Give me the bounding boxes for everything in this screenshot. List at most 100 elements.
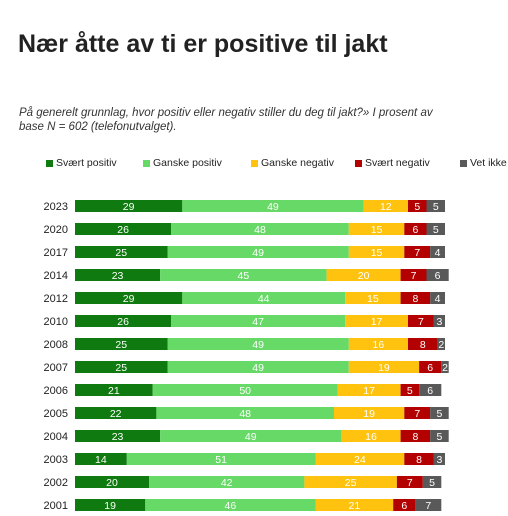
bar-segment xyxy=(75,407,157,419)
category-label: 2017 xyxy=(44,247,68,259)
bar-segment xyxy=(441,361,449,373)
data-label: 7 xyxy=(414,247,420,259)
data-label: 6 xyxy=(427,385,433,397)
category-label: 2023 xyxy=(44,201,68,213)
bar-segment xyxy=(430,430,449,442)
category-label: 2003 xyxy=(44,454,68,466)
data-label: 8 xyxy=(420,339,426,351)
bar-segment xyxy=(171,315,346,327)
data-label: 49 xyxy=(252,247,264,259)
bar-segment xyxy=(149,476,305,488)
data-label: 22 xyxy=(110,408,122,420)
data-label: 5 xyxy=(433,224,439,236)
data-label: 17 xyxy=(363,385,375,397)
bar-segment xyxy=(75,499,146,511)
data-label: 7 xyxy=(411,270,417,282)
legend-label: Ganske positiv xyxy=(153,157,222,169)
bar-segment xyxy=(415,499,442,511)
data-label: 44 xyxy=(258,293,270,305)
bar-segment xyxy=(433,315,445,327)
data-label: 7 xyxy=(414,408,420,420)
bar-segment xyxy=(326,269,401,281)
data-label: 29 xyxy=(123,293,135,305)
data-label: 19 xyxy=(363,408,375,420)
data-label: 23 xyxy=(112,431,124,443)
data-label: 23 xyxy=(112,270,124,282)
chart-title: Nær åtte av ti er positive til jakt xyxy=(18,30,388,58)
category-label: 2002 xyxy=(44,477,68,489)
bar-segment xyxy=(348,223,405,235)
bar-segment xyxy=(404,407,431,419)
data-label: 25 xyxy=(115,362,127,374)
data-label: 2 xyxy=(442,362,448,374)
bar-segment xyxy=(171,223,349,235)
bar-segment xyxy=(433,453,445,465)
data-label: 3 xyxy=(437,316,443,328)
data-label: 46 xyxy=(225,500,237,512)
bar-segment xyxy=(152,384,338,396)
data-label: 49 xyxy=(245,431,257,443)
category-label: 2014 xyxy=(44,270,68,282)
data-label: 26 xyxy=(117,224,129,236)
data-label: 25 xyxy=(345,477,357,489)
bar-segment xyxy=(315,453,405,465)
bar-segment xyxy=(75,223,172,235)
data-label: 25 xyxy=(115,247,127,259)
legend-swatch xyxy=(251,160,258,167)
data-label: 19 xyxy=(104,500,116,512)
bar-segment xyxy=(404,453,434,465)
bar-segment xyxy=(75,269,161,281)
bar-segment xyxy=(75,453,127,465)
bar-segment xyxy=(437,338,445,350)
data-label: 5 xyxy=(437,408,443,420)
data-label: 17 xyxy=(371,316,383,328)
data-label: 47 xyxy=(252,316,264,328)
data-label: 5 xyxy=(407,385,413,397)
bar-segment xyxy=(167,246,349,258)
bar-segment xyxy=(404,223,427,235)
data-label: 26 xyxy=(117,316,129,328)
data-label: 49 xyxy=(252,362,264,374)
data-label: 15 xyxy=(371,247,383,259)
data-label: 4 xyxy=(435,247,441,259)
bar-segment xyxy=(75,384,153,396)
data-label: 25 xyxy=(115,339,127,351)
data-label: 6 xyxy=(435,270,441,282)
category-label: 2020 xyxy=(44,224,68,236)
data-label: 20 xyxy=(358,270,370,282)
bar-segment xyxy=(348,246,405,258)
bar-segment xyxy=(426,200,445,212)
data-label: 5 xyxy=(433,201,439,213)
data-label: 24 xyxy=(354,454,366,466)
bar-segment xyxy=(182,292,346,304)
bar-segment xyxy=(422,476,442,488)
category-label: 2005 xyxy=(44,408,68,420)
data-label: 19 xyxy=(378,362,390,374)
bar-segment xyxy=(408,338,438,350)
bar-segment xyxy=(160,269,327,281)
bar-segment xyxy=(160,430,342,442)
bar-segment xyxy=(400,384,420,396)
data-label: 45 xyxy=(238,270,250,282)
category-label: 2007 xyxy=(44,362,68,374)
data-label: 48 xyxy=(254,224,266,236)
category-label: 2001 xyxy=(44,500,68,512)
bar-segment xyxy=(156,407,334,419)
bar-segment xyxy=(419,384,442,396)
data-label: 16 xyxy=(365,431,377,443)
bar-segment xyxy=(348,361,420,373)
bar-segment xyxy=(75,292,183,304)
data-label: 2 xyxy=(438,339,444,351)
bar-segment xyxy=(426,223,445,235)
bar-segment xyxy=(408,200,427,212)
bar-segment xyxy=(304,476,397,488)
bar-segment xyxy=(167,361,349,373)
data-label: 48 xyxy=(239,408,251,420)
legend-swatch xyxy=(143,160,150,167)
bar-segment xyxy=(167,338,349,350)
bar-segment xyxy=(334,407,405,419)
bar-segment xyxy=(345,292,401,304)
bar-segment xyxy=(315,499,394,511)
bar-segment xyxy=(348,338,408,350)
